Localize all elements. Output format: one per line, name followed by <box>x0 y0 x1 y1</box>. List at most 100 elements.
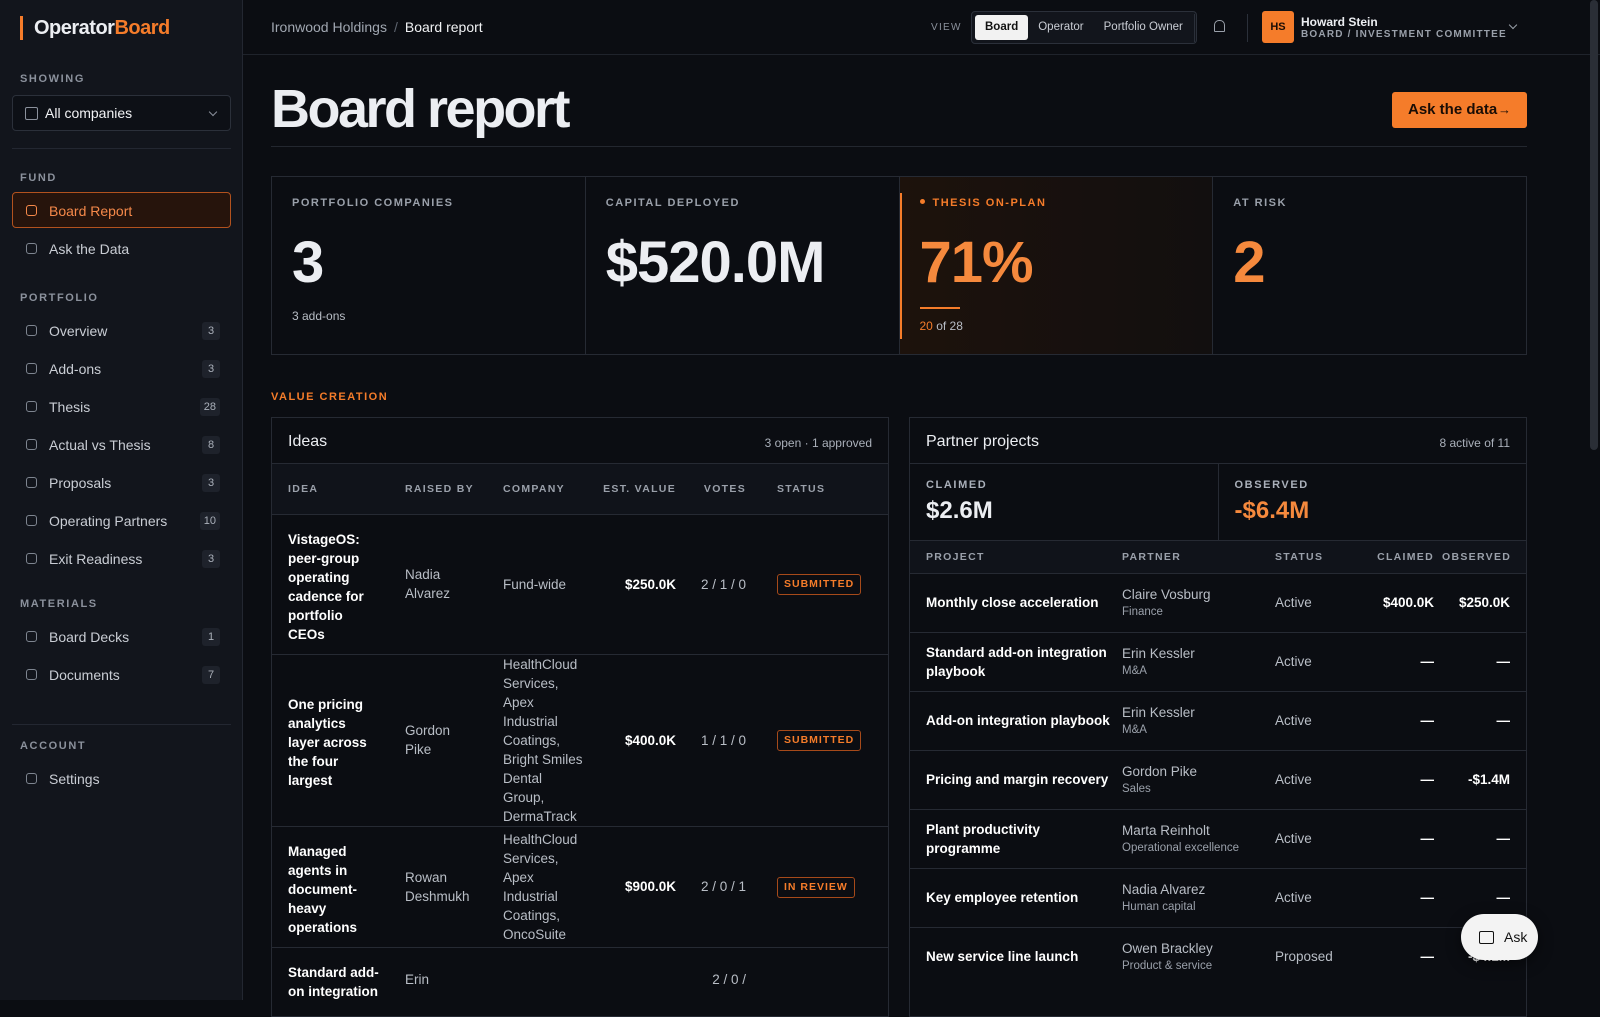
summary-value: -$6.4M <box>1234 497 1310 524</box>
idea-cell <box>591 946 676 1011</box>
ask-fab[interactable]: Ask <box>1461 914 1538 960</box>
summary-value: $2.6M <box>926 497 993 524</box>
section-label: VALUE CREATION <box>271 391 389 403</box>
column-header: OBSERVED <box>1442 541 1526 573</box>
idea-row[interactable]: Standard add-on integration Erin 2 / 0 / <box>272 946 888 1011</box>
nav-count: 3 <box>202 474 220 492</box>
nav-item[interactable]: Exit Readiness 3 <box>12 540 231 576</box>
view-option[interactable]: Board <box>975 15 1029 40</box>
nav-icon <box>26 401 37 412</box>
nav-label: Thesis <box>49 399 91 415</box>
nav-item[interactable]: Actual vs Thesis 8 <box>12 426 231 462</box>
kpi-label: AT RISK <box>1233 197 1287 209</box>
project-row[interactable]: Plant productivity programme Marta Reinho… <box>910 808 1526 868</box>
summary-label: CLAIMED <box>926 479 988 491</box>
kpi-card: PORTFOLIO COMPANIES 3 3 add-ons <box>272 177 586 354</box>
kpi-label: THESIS ON-PLAN <box>920 197 1213 209</box>
kpi-label: CAPITAL DEPLOYED <box>605 197 740 209</box>
partner-table: PROJECT PARTNER STATUS CLAIMED OBSERVED Month… <box>910 541 1526 986</box>
column-header: IDEA <box>272 464 389 514</box>
nav-section: ACCOUNT Settings <box>12 740 231 798</box>
column-header: CLAIMED <box>1352 541 1442 573</box>
user-role: BOARD / INVESTMENT COMMITTEE <box>1301 29 1507 40</box>
idea-cell: IN REVIEW <box>746 825 888 947</box>
idea-row[interactable]: Managed agents in document-heavy operati… <box>272 825 888 947</box>
partner-function: M&A <box>1122 724 1147 736</box>
nav-label: Add-ons <box>49 361 102 377</box>
column-header: STATUS <box>1275 541 1352 573</box>
panel-header: Partner projects 8 active of 11 <box>910 418 1526 464</box>
nav-item[interactable]: Overview 3 <box>12 312 231 348</box>
partner-function: Human capital <box>1122 901 1196 913</box>
idea-cell: $400.0K <box>591 653 676 826</box>
column-header: COMPANY <box>487 464 591 514</box>
project-row[interactable]: Key employee retention Nadia Alvarez Human… <box>910 867 1526 927</box>
project-row[interactable]: Add-on integration playbook Erin Kessler M… <box>910 690 1526 750</box>
kpi-note-text: of 28 <box>936 319 963 333</box>
nav-item[interactable]: Settings <box>12 760 231 796</box>
nav-item[interactable]: Board Decks 1 <box>12 618 231 654</box>
project-row[interactable]: Standard add-on integration playbook Erin… <box>910 631 1526 691</box>
nav-item[interactable]: Board Report <box>12 192 231 228</box>
panel-title: Partner projects <box>926 433 1039 450</box>
view-option[interactable]: Portfolio Owner <box>1103 21 1183 33</box>
avatar[interactable]: HS <box>1262 11 1294 43</box>
project-row[interactable]: New service line launch Owen Brackley Prod… <box>910 926 1526 986</box>
notifications[interactable] <box>1214 20 1225 32</box>
ask-button[interactable]: Ask the data <box>1392 92 1527 128</box>
summary: CLAIMED $2.6M OBSERVED -$6.4M <box>910 464 1526 541</box>
nav-label: Proposals <box>49 475 112 491</box>
idea-cell: 1 / 1 / 0 <box>676 653 746 826</box>
partner-panel: Partner projects 8 active of 11 CLAIMED $2… <box>909 417 1527 1017</box>
nav-count: 3 <box>202 322 220 340</box>
nav-count: 1 <box>202 628 220 646</box>
kpi-note: 20 of 28 <box>920 319 963 333</box>
panel-summary: 3 open · 1 approved <box>764 436 872 450</box>
company-select[interactable]: All companies <box>12 95 231 131</box>
kpi-value: 71% <box>919 230 1034 295</box>
nav-item[interactable]: Thesis 28 <box>12 388 231 424</box>
nav-icon <box>26 477 37 488</box>
project-cell: Gordon Pike Sales <box>1122 749 1275 809</box>
kpi-strip: PORTFOLIO COMPANIES 3 3 add-ons CAPITAL DEP… <box>271 176 1527 355</box>
nav-label: Ask the Data <box>49 241 130 257</box>
header-row: IDEA RAISED BY COMPANY EST. VALUE VOTES STATU… <box>272 464 888 514</box>
column-header: PROJECT <box>910 541 1122 573</box>
page-title: Board report <box>271 79 571 139</box>
nav-item[interactable]: Proposals 3 <box>12 464 231 500</box>
nav-icon <box>26 515 37 526</box>
status-badge: SUBMITTED <box>777 730 862 751</box>
nav-count: 3 <box>202 360 220 378</box>
view-option[interactable]: Operator <box>1038 21 1084 33</box>
column-header: STATUS <box>746 464 888 514</box>
idea-cell: Fund-wide <box>487 513 591 654</box>
observed-summary: OBSERVED -$6.4M <box>1219 464 1527 540</box>
nav-item[interactable]: Ask the Data <box>12 230 231 266</box>
nav-count: 10 <box>199 512 220 530</box>
scrollbar[interactable] <box>1590 0 1598 450</box>
project-cell: Active <box>1275 631 1352 691</box>
project-cell: Marta Reinholt Operational excellence <box>1122 808 1275 868</box>
project-row[interactable]: Pricing and margin recovery Gordon Pike Sa… <box>910 749 1526 809</box>
nav-item[interactable]: Operating Partners 10 <box>12 502 231 538</box>
project-cell: New service line launch <box>910 926 1122 986</box>
project-cell: Active <box>1275 572 1352 632</box>
partner-name: Erin Kessler <box>1122 705 1195 720</box>
project-cell: — <box>1352 749 1442 809</box>
logo[interactable]: OperatorBoard <box>20 16 170 40</box>
project-cell: — <box>1352 926 1442 986</box>
panel-title: Ideas <box>288 433 328 450</box>
kpi-value: $520.0M <box>605 230 826 295</box>
crumb-link[interactable]: Ironwood Holdings <box>271 19 387 35</box>
idea-row[interactable]: VistageOS: peer-group operating cadence … <box>272 513 888 654</box>
project-row[interactable]: Monthly close acceleration Claire Vosburg… <box>910 572 1526 632</box>
logo-accent: Board <box>114 17 170 39</box>
idea-row[interactable]: One pricing analytics layer across the f… <box>272 653 888 826</box>
nav-item[interactable]: Add-ons 3 <box>12 350 231 386</box>
user-menu[interactable] <box>1508 20 1518 30</box>
project-cell: Add-on integration playbook <box>910 690 1122 750</box>
partner-name: Erin Kessler <box>1122 646 1195 661</box>
column-header: RAISED BY <box>389 464 487 514</box>
nav-label: Exit Readiness <box>49 551 143 567</box>
nav-item[interactable]: Documents 7 <box>12 656 231 692</box>
